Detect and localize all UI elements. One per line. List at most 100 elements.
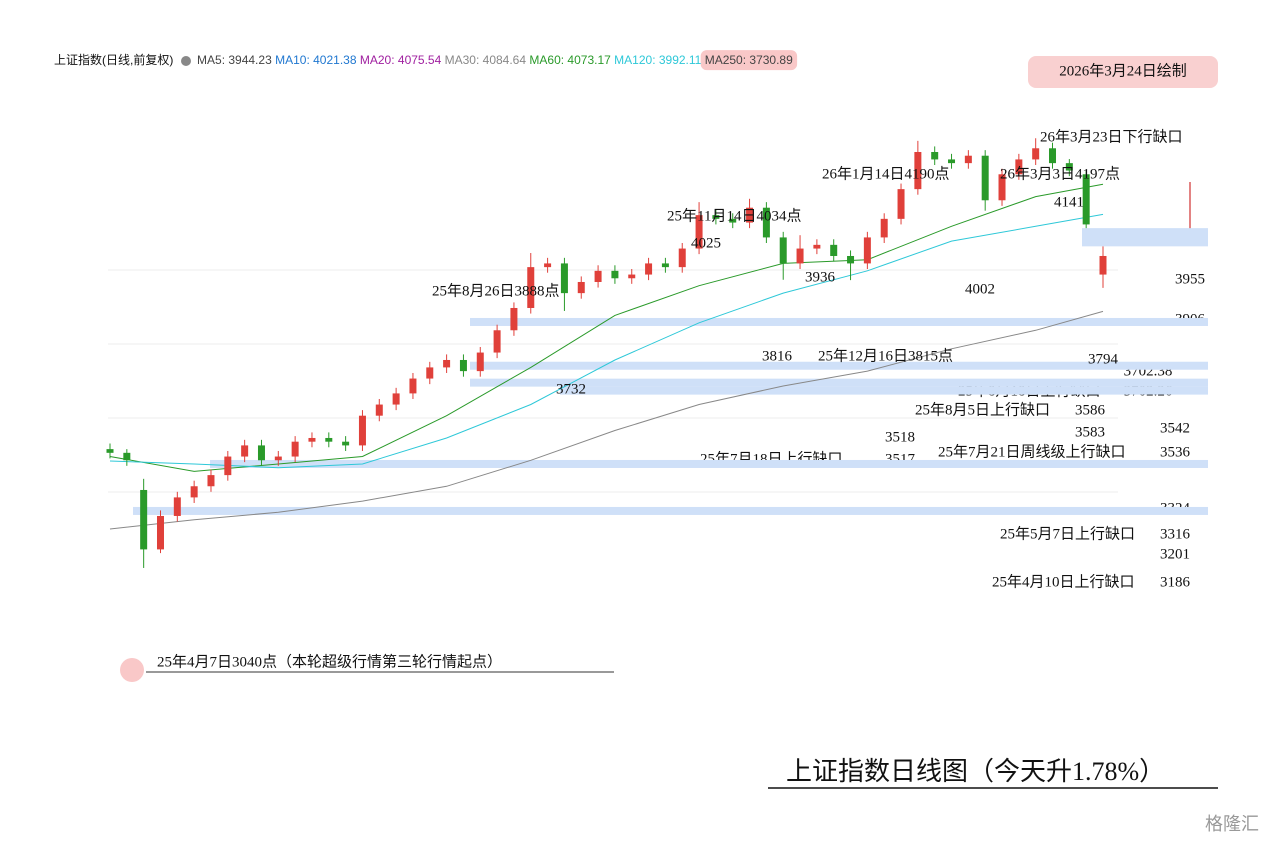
gap-band — [560, 386, 1208, 395]
gap-band — [470, 361, 1208, 370]
candle-body — [695, 215, 703, 249]
candle-body — [611, 270, 619, 279]
candle-body — [544, 263, 552, 268]
candle-body — [964, 155, 972, 164]
ma-value: 4021.38 — [313, 53, 357, 67]
ma-name: MA250 — [705, 53, 743, 67]
candle-body — [409, 378, 417, 394]
annotation: 25年8月26日3888点 — [432, 282, 560, 299]
candle-body — [678, 248, 686, 268]
candle-body — [628, 274, 636, 279]
ma-line — [109, 310, 1104, 530]
ma-value: 3730.89 — [749, 53, 793, 67]
candle-body — [443, 359, 451, 368]
annotation: 4002 — [965, 281, 995, 297]
ma-value: 3944.23 — [228, 53, 272, 67]
gap-label: 25年8月5日上行缺口 — [915, 401, 1050, 418]
gap-label: 25年7月21日周线级上行缺口 — [938, 443, 1126, 460]
legend-title: 上证指数(日线,前复权) — [54, 52, 173, 67]
candle-body — [156, 515, 164, 550]
gap-lower: 3536 — [1160, 444, 1191, 460]
candle-body — [392, 393, 400, 405]
ma-legend: MA5: 3944.23 MA10: 4021.38 MA20: 4075.54… — [197, 53, 793, 67]
gap-upper: 3518 — [885, 429, 915, 445]
annotation: 4141 — [1054, 194, 1084, 210]
candle-body — [661, 263, 669, 268]
gap-upper: 3201 — [1160, 546, 1190, 562]
candle-body — [1049, 148, 1057, 164]
candle-body — [914, 151, 922, 190]
candle-body — [342, 441, 350, 446]
candle-body — [746, 207, 754, 223]
annotation: 25年11月14日4034点 — [667, 207, 801, 224]
gap-lower: 3316 — [1160, 526, 1191, 542]
ma-sep: : — [561, 53, 568, 67]
gap-upper: 3586 — [1075, 402, 1106, 418]
candle-body — [712, 215, 720, 219]
ma-name: MA20 — [360, 53, 392, 67]
candle-body — [459, 359, 467, 372]
candle-body — [123, 452, 131, 461]
annotation: 3936 — [805, 269, 836, 285]
candle-body — [190, 486, 198, 498]
candle-body — [577, 281, 585, 294]
gap-band — [1082, 228, 1208, 247]
candle-body — [779, 237, 787, 264]
candle-body — [140, 489, 148, 550]
candle-body — [948, 159, 956, 164]
candle-body — [257, 445, 265, 461]
ma-sep: : — [476, 53, 483, 67]
candle-body — [880, 218, 888, 238]
candle-body — [981, 155, 989, 201]
annotation: 26年3月3日4197点 — [1000, 165, 1120, 182]
ma-line — [109, 213, 1104, 469]
candle-body — [931, 151, 939, 160]
candle-body — [510, 307, 518, 331]
candle-body — [1099, 255, 1107, 275]
ma-name: MA5 — [197, 53, 222, 67]
annotation: 3732 — [556, 381, 586, 397]
gap-band — [133, 506, 1208, 515]
candle-body — [274, 456, 282, 461]
gap-upper: 3542 — [1160, 420, 1190, 436]
chart-title: 上证指数日线图（今天升1.78%） — [786, 757, 1165, 786]
note: 25年4月7日3040点（本轮超级行情第三轮行情起点） — [157, 652, 502, 670]
candle-body — [358, 415, 366, 446]
candle-body — [998, 174, 1006, 201]
gap-lower: 3186 — [1160, 574, 1191, 590]
ma-sep: : — [306, 53, 313, 67]
candle-body — [291, 441, 299, 457]
ma-value: 4073.17 — [567, 53, 611, 67]
candle-body — [476, 352, 484, 372]
candle-body — [527, 267, 535, 308]
ma-sep: : — [222, 53, 229, 67]
candle-body — [241, 445, 249, 457]
date-badge — [1028, 56, 1218, 88]
watermark: 格隆汇 — [1205, 814, 1259, 834]
annotation: 3794 — [1088, 351, 1119, 367]
candle-body — [796, 248, 804, 264]
gap-band — [470, 378, 1208, 387]
ma-value: 3992.11 — [659, 53, 702, 67]
annotation: 4025 — [691, 235, 721, 251]
candle-body — [1082, 174, 1090, 225]
candle-body — [325, 437, 333, 442]
annotation: 25年12月16日3815点 — [818, 347, 953, 364]
ma-name: MA10 — [275, 53, 307, 67]
candle-body — [762, 207, 770, 238]
ma-sep: : — [391, 53, 398, 67]
legend-highlight — [700, 50, 798, 71]
candle-body — [173, 497, 181, 516]
legend-icon — [181, 56, 191, 66]
candle-body — [308, 437, 316, 442]
gap-label: 25年4月10日上行缺口 — [992, 573, 1135, 590]
candle-body — [847, 255, 855, 264]
candle-body — [830, 244, 838, 256]
annotation: 3816 — [762, 348, 793, 364]
ma-value: 4075.54 — [398, 53, 442, 67]
candle-body — [1015, 159, 1023, 175]
candle-body — [560, 263, 568, 294]
ma-name: MA120 — [614, 53, 652, 67]
gap-band — [210, 459, 1208, 468]
